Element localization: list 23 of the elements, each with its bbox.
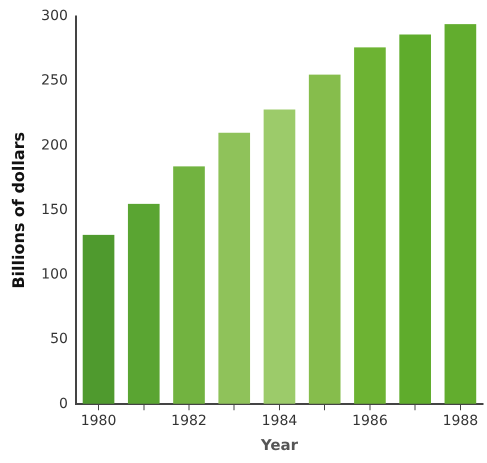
- x-tick-label: 1986: [352, 413, 388, 430]
- y-tick-label: 200: [41, 137, 68, 154]
- y-tick-label: 50: [50, 331, 68, 348]
- bar: [354, 47, 386, 404]
- y-tick-label: 300: [41, 8, 68, 24]
- y-tick-label: 0: [59, 396, 68, 412]
- y-tick-label: 250: [41, 72, 68, 89]
- y-tick-label: 100: [41, 266, 68, 283]
- bar: [173, 166, 205, 404]
- y-axis-title: Billions of dollars: [8, 132, 28, 289]
- bar: [128, 204, 160, 404]
- bar: [218, 132, 250, 404]
- y-tick-label: 150: [41, 202, 68, 218]
- bar: [399, 34, 431, 404]
- bar: [264, 109, 296, 404]
- bar: [82, 234, 114, 404]
- x-axis-title: Year: [260, 436, 299, 454]
- x-tick-label: 1980: [80, 413, 116, 430]
- x-tick-label: 1982: [171, 413, 207, 430]
- x-tick-label: 1988: [442, 413, 478, 430]
- bar: [308, 74, 341, 404]
- x-tick-label: 1984: [262, 413, 298, 430]
- bar: [444, 24, 476, 404]
